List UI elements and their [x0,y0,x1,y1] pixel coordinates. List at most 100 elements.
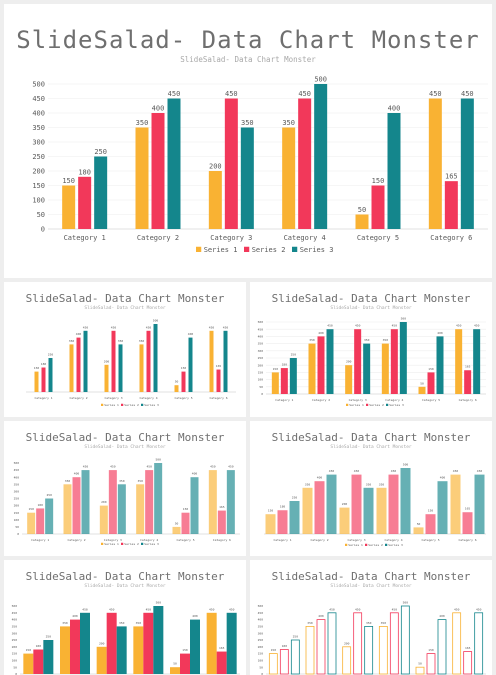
data-label: 400 [192,472,198,476]
data-label: 180 [78,168,91,176]
y-tick-label: 50 [15,525,19,529]
bar-series-3-category-5 [191,477,199,534]
bar-series-2-category-3 [354,329,361,394]
data-label: 350 [241,119,254,127]
data-label: 400 [188,332,194,336]
bar-series-1-category-1 [272,372,279,394]
y-tick-label: 50 [37,211,45,219]
y-tick-label: 150 [32,182,45,190]
data-label: 450 [82,607,88,611]
legend-swatch-series-3 [385,544,387,546]
bar-series-2-category-3 [225,99,238,230]
data-label: 500 [401,317,407,321]
data-label: 450 [477,469,483,473]
bar-series-2-category-2 [318,336,325,394]
data-label: 400 [72,614,78,618]
data-label: 250 [46,493,52,497]
data-label: 500 [153,319,159,323]
x-tick-label: Category 2 [310,538,328,542]
y-tick-label: 100 [12,658,18,662]
data-label: 150 [183,507,189,511]
data-label: 350 [366,482,372,486]
data-label: 350 [136,119,149,127]
data-label: 50 [358,206,366,214]
x-tick-label: Category 5 [357,234,399,242]
x-tick-label: Category 6 [430,234,472,242]
data-label: 350 [136,621,142,625]
x-tick-label: Category 3 [349,398,367,402]
thumbnail-slide-5[interactable]: SlideSalad- Data Chart Monster SlideSala… [4,560,246,675]
data-label: 350 [282,119,295,127]
y-tick-label: 200 [14,504,20,508]
y-tick-label: 350 [258,342,264,346]
bar-series-2-category-6 [218,511,226,534]
y-tick-label: 100 [258,378,264,382]
x-tick-label: Category 4 [139,396,157,400]
x-tick-label: Category 5 [421,538,439,542]
legend-swatch-series-3 [292,247,297,252]
data-label: 500 [314,76,327,84]
y-tick-label: 400 [258,334,264,338]
data-label: 180 [280,505,286,509]
bar-series-3-category-1 [94,157,107,230]
thumbnail-slide-3[interactable]: SlideSalad- Data Chart Monster SlideSala… [4,421,246,556]
y-tick-label: 300 [32,138,45,146]
bar-series-1-category-6 [455,329,462,394]
bar-series-3-category-4 [153,606,163,674]
data-label: 250 [46,635,52,639]
legend-swatch-series-2 [121,404,123,406]
bar-series-3-category-2 [327,329,334,394]
data-label: 150 [181,366,187,370]
thumbnail-slide-1[interactable]: SlideSalad- Data Chart Monster SlideSala… [4,282,246,417]
data-label: 200 [344,641,350,645]
data-label: 150 [34,366,40,370]
bar-series-2-category-5 [180,654,190,674]
y-tick-label: 400 [12,618,18,622]
y-tick-label: 350 [32,124,45,132]
x-tick-label: Category 5 [176,538,194,542]
bar-series-2-category-4 [389,475,399,534]
legend-label-series-2: Series 2 [369,403,384,407]
data-label: 150 [372,177,385,185]
thumbnail-slide-4[interactable]: SlideSalad- Data Chart Monster SlideSala… [250,421,492,556]
x-tick-label: Category 6 [458,538,476,542]
legend-swatch-series-3 [141,404,143,406]
bar-series-3-category-6 [475,475,485,534]
bar-series-1-category-2 [64,484,72,534]
y-tick-label: 50 [13,665,17,669]
data-label: 400 [318,614,324,618]
data-label: 400 [317,476,323,480]
y-tick-label: 450 [32,95,45,103]
data-label: 350 [118,339,124,343]
y-tick-label: 350 [12,624,18,628]
x-tick-label: Category 1 [64,234,106,242]
legend-label-series-1: Series 1 [204,246,238,254]
thumbnail-chart: 0501001502002503003504004505001501802503… [250,560,492,675]
bar-series-1-category-1 [269,654,277,674]
bar-series-2-category-1 [78,177,91,229]
thumbnail-slide-2[interactable]: SlideSalad- Data Chart Monster SlideSala… [250,282,492,417]
bar-series-1-category-2 [70,344,74,392]
data-label: 450 [228,465,234,469]
bar-series-2-category-4 [145,470,153,534]
x-tick-label: Category 5 [422,398,440,402]
legend-swatch-series-1 [101,543,103,545]
bar-series-3-category-6 [227,470,235,534]
x-tick-label: Category 2 [69,396,87,400]
data-label: 350 [309,338,315,342]
bar-series-2-category-5 [182,372,186,392]
data-label: 450 [229,607,235,611]
data-label: 450 [355,607,361,611]
legend-swatch-series-2 [365,544,367,546]
thumbnail-slide-6[interactable]: SlideSalad- Data Chart Monster SlideSala… [250,560,492,675]
data-label: 250 [94,148,107,156]
bar-series-2-category-5 [182,513,190,534]
bar-series-2-category-1 [36,508,44,534]
data-label: 150 [62,177,75,185]
data-label: 350 [69,339,75,343]
data-label: 450 [111,325,117,329]
data-label: 450 [146,465,152,469]
bar-series-2-category-2 [70,620,80,674]
bar-series-2-category-3 [112,331,116,392]
bar-series-1-category-5 [414,527,424,534]
